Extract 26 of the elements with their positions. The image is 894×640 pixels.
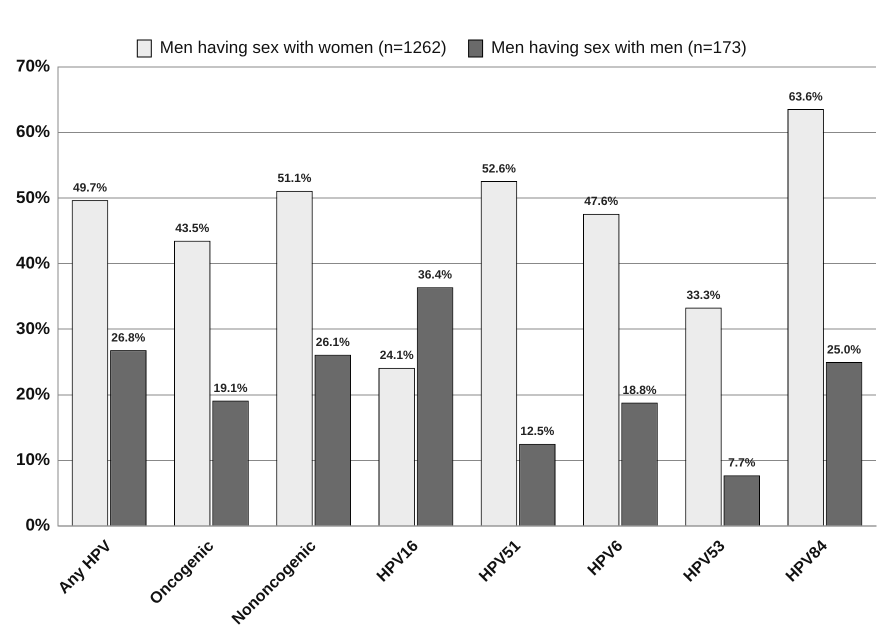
legend-label: Men having sex with men (n=173): [491, 38, 747, 58]
y-tick-label: 10%: [16, 450, 50, 469]
y-tick-label: 40%: [16, 253, 50, 272]
data-label: 7.7%: [728, 456, 756, 470]
y-tick-label: 20%: [16, 384, 50, 404]
y-tick-label: 30%: [16, 318, 50, 338]
data-label: 26.8%: [111, 330, 146, 344]
data-label: 26.1%: [316, 335, 350, 350]
y-tick-label: 0%: [25, 516, 50, 535]
data-label: 63.6%: [788, 89, 824, 104]
y-tick-label: 50%: [16, 188, 50, 207]
data-label: 47.6%: [584, 194, 619, 208]
data-label: 49.7%: [72, 180, 108, 194]
data-label: 52.6%: [482, 161, 516, 176]
data-label: 51.1%: [277, 171, 312, 186]
legend-label: Men having sex with women (n=1262): [160, 38, 447, 58]
y-tick-label: 70%: [16, 56, 50, 76]
data-label: 43.5%: [175, 221, 210, 236]
data-label: 19.1%: [214, 380, 248, 395]
data-label: 24.1%: [380, 348, 414, 362]
data-label: 12.5%: [520, 424, 555, 438]
data-label: 36.4%: [418, 268, 452, 282]
data-label: 18.8%: [622, 382, 657, 397]
y-tick-label: 60%: [16, 122, 50, 142]
data-label: 25.0%: [827, 342, 862, 356]
data-label: 33.3%: [686, 288, 721, 302]
